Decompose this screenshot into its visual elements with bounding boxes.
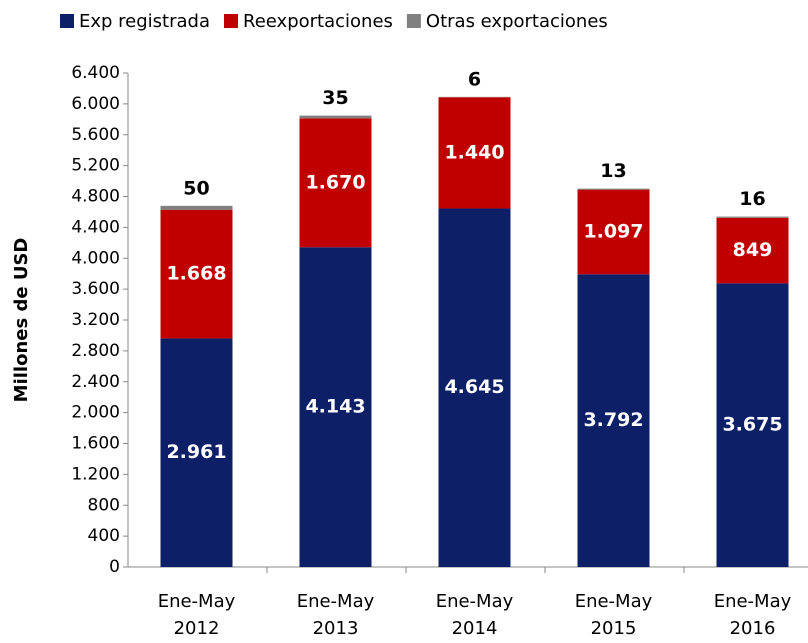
legend-label: Reexportaciones — [243, 11, 393, 32]
bar-segment — [716, 283, 789, 567]
data-label: 849 — [733, 239, 773, 261]
bar-segment — [438, 208, 511, 568]
y-tick-label: 3.600 — [71, 279, 120, 299]
data-label: 3.792 — [583, 409, 643, 431]
legend-label: Otras exportaciones — [426, 11, 608, 32]
y-tick-label: 800 — [88, 495, 120, 515]
y-tick-label: 5.200 — [71, 156, 120, 176]
bar-segment — [299, 115, 372, 119]
data-label: 2.961 — [166, 441, 226, 463]
x-tick-label: Ene-May 2013 — [296, 591, 375, 639]
data-label: 1.668 — [166, 263, 226, 285]
bar-segment — [577, 188, 650, 190]
data-label: 1.670 — [305, 171, 365, 193]
bar-segment — [577, 189, 650, 275]
y-tick-label: 2.800 — [71, 341, 120, 361]
y-tick-label: 6.000 — [71, 94, 120, 114]
data-label: 3.675 — [722, 414, 782, 436]
legend-swatch — [406, 14, 421, 28]
data-label: 1.440 — [444, 141, 504, 163]
legend-swatch — [60, 14, 74, 28]
bar-segment — [160, 338, 233, 567]
bar-segment — [577, 274, 650, 567]
x-tick-label: Ene-May 2014 — [435, 591, 514, 639]
y-tick-label: 1.200 — [71, 464, 120, 484]
bar-segment — [716, 216, 789, 218]
y-tick-label: 4.400 — [71, 217, 120, 237]
y-tick-label: 400 — [88, 526, 120, 546]
legend-swatch — [224, 14, 239, 28]
data-label: 16 — [739, 188, 765, 210]
y-tick-label: 3.200 — [71, 310, 120, 330]
bar-segment — [299, 247, 372, 567]
bar-segment — [160, 209, 233, 339]
y-tick-label: 4.800 — [71, 187, 120, 207]
data-label: 50 — [183, 177, 209, 199]
x-tick-label: Ene-May 2016 — [713, 591, 792, 639]
data-label: 6 — [468, 68, 481, 90]
bar-segment — [716, 217, 789, 284]
bar-segment — [160, 205, 233, 210]
y-tick-label: 5.600 — [71, 125, 120, 145]
bar-segment — [438, 97, 511, 209]
y-tick-label: 2.000 — [71, 403, 120, 423]
y-tick-label: 2.400 — [71, 372, 120, 392]
y-tick-label: 6.400 — [71, 63, 120, 83]
y-axis-label: Millones de USD — [11, 238, 32, 403]
legend-label: Exp registrada — [79, 11, 210, 32]
data-label: 4.143 — [305, 396, 365, 418]
data-label: 13 — [600, 160, 626, 182]
y-tick-label: 1.600 — [71, 434, 120, 454]
data-label: 1.097 — [583, 220, 643, 242]
y-tick-label: 0 — [109, 557, 120, 577]
y-tick-label: 4.000 — [71, 248, 120, 268]
data-label: 4.645 — [444, 376, 504, 398]
x-tick-label: Ene-May 2015 — [574, 591, 653, 639]
x-tick-label: Ene-May 2012 — [157, 591, 236, 639]
bar-segment — [299, 118, 372, 248]
data-label: 35 — [322, 87, 348, 109]
